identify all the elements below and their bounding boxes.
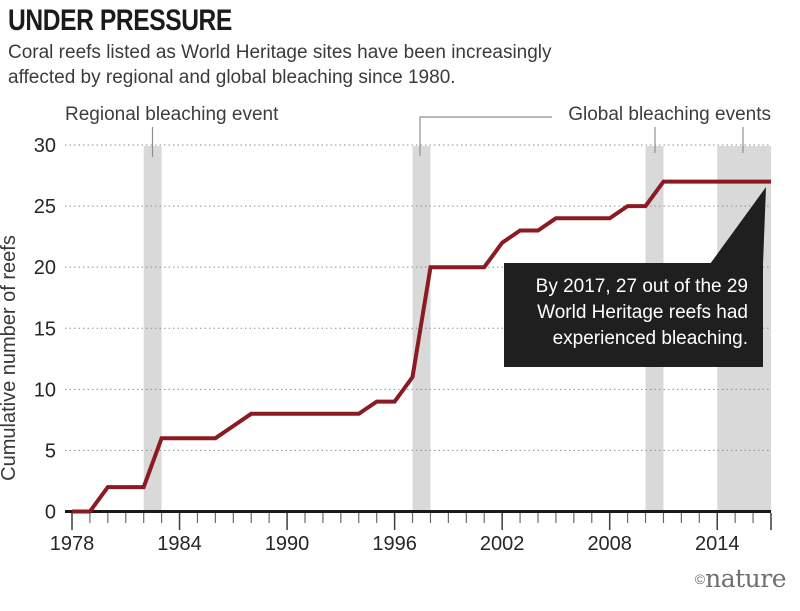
x-tick-label: 2008 xyxy=(587,533,632,555)
x-tick-label: 1996 xyxy=(372,533,417,555)
axes-layer: 1978 1984 1990 1996 2002 2008 2014 0 5 10 15 20 25 30… xyxy=(0,135,772,555)
y-tick-label: 0 xyxy=(45,502,56,524)
y-tick-label: 10 xyxy=(34,379,56,401)
gridlines-layer xyxy=(65,144,771,451)
y-axis-title: Cumulative number of reefs xyxy=(0,235,20,481)
data-line xyxy=(72,179,771,514)
x-tick-label: 1978 xyxy=(50,533,95,555)
x-tick-label: 2002 xyxy=(480,533,525,555)
data-line-layer xyxy=(72,179,771,514)
copyright-symbol: © xyxy=(694,571,706,587)
callout-box: By 2017, 27 out of the 29 World Heritage… xyxy=(504,263,763,367)
chart-title: UNDER PRESSURE xyxy=(8,4,232,37)
brand-wordmark: nature xyxy=(705,564,786,593)
leader-line-global-1998 xyxy=(419,116,552,156)
annotation-global-bleaching: Global bleaching events xyxy=(568,104,771,125)
annotation-regional-bleaching: Regional bleaching event xyxy=(65,104,279,125)
y-tick-label: 20 xyxy=(34,257,56,279)
y-tick-label: 25 xyxy=(34,196,56,218)
nature-logo: ©nature xyxy=(694,564,787,593)
x-tick-label: 2014 xyxy=(695,533,740,555)
callout-pointer xyxy=(710,187,766,264)
leader-lines-layer xyxy=(151,116,744,157)
chart-subtitle: Coral reefs listed as World Heritage sit… xyxy=(8,42,552,88)
y-tick-label: 15 xyxy=(34,318,56,340)
x-tick-label: 1984 xyxy=(157,533,202,555)
y-tick-label: 30 xyxy=(34,135,56,157)
x-tick-label: 1990 xyxy=(265,533,310,555)
y-tick-label: 5 xyxy=(45,440,56,462)
event-band xyxy=(143,146,162,510)
